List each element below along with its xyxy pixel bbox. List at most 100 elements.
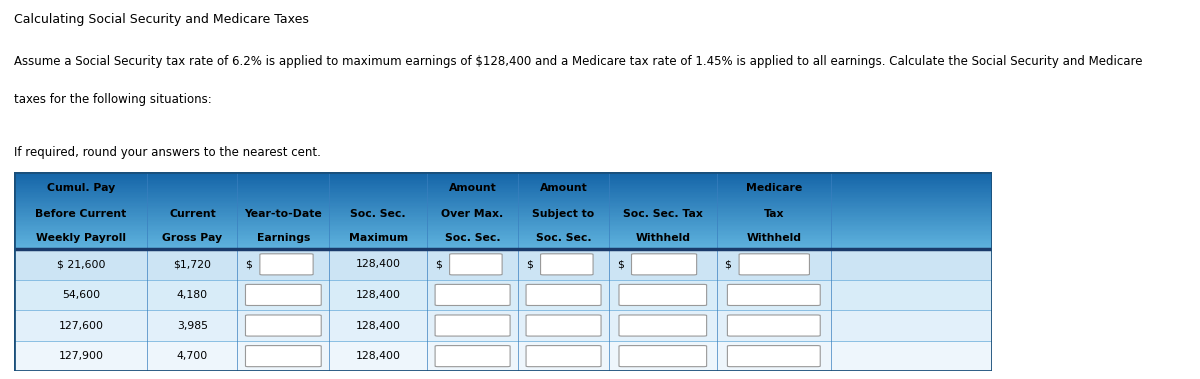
Bar [14, 248, 992, 249]
Bar [14, 215, 992, 216]
FancyBboxPatch shape [246, 284, 322, 305]
Text: Amount: Amount [449, 183, 497, 193]
Text: 128,400: 128,400 [355, 290, 401, 300]
Bar [14, 240, 992, 241]
Text: $: $ [434, 259, 442, 269]
Bar [14, 207, 992, 208]
Text: 54,600: 54,600 [62, 290, 100, 300]
Text: Subject to: Subject to [533, 209, 595, 219]
Bar [14, 310, 992, 341]
Text: Maximum: Maximum [349, 233, 408, 243]
Text: 128,400: 128,400 [355, 321, 401, 330]
Bar [14, 246, 992, 248]
Text: $1,720: $1,720 [173, 259, 211, 269]
Bar [14, 231, 992, 232]
FancyBboxPatch shape [619, 315, 707, 336]
FancyBboxPatch shape [526, 346, 601, 366]
Bar [14, 224, 992, 225]
Bar [14, 196, 992, 197]
Bar [14, 204, 992, 206]
Bar [14, 188, 992, 189]
Bar [14, 189, 992, 190]
Text: Gross Pay: Gross Pay [162, 233, 222, 243]
FancyBboxPatch shape [526, 315, 601, 336]
FancyBboxPatch shape [436, 346, 510, 366]
Bar [14, 229, 992, 230]
Bar [14, 235, 992, 236]
Bar [14, 193, 992, 194]
FancyBboxPatch shape [619, 346, 707, 366]
Bar [14, 183, 992, 184]
Bar [14, 175, 992, 176]
Bar [14, 206, 992, 207]
Text: 128,400: 128,400 [355, 259, 401, 269]
Bar [14, 226, 992, 227]
Text: $ 21,600: $ 21,600 [56, 259, 106, 269]
Bar [14, 172, 992, 174]
Bar [14, 174, 992, 175]
Bar [14, 243, 992, 244]
Bar [14, 210, 992, 211]
Text: 127,600: 127,600 [59, 321, 103, 330]
FancyBboxPatch shape [436, 284, 510, 305]
Text: 127,900: 127,900 [59, 351, 103, 361]
Bar [14, 184, 992, 185]
Bar [14, 185, 992, 186]
Text: $: $ [617, 259, 624, 269]
Bar [14, 241, 992, 243]
FancyBboxPatch shape [436, 315, 510, 336]
Bar [14, 179, 992, 180]
FancyBboxPatch shape [540, 254, 593, 275]
Bar [14, 202, 992, 203]
FancyBboxPatch shape [450, 254, 502, 275]
Bar [14, 244, 992, 245]
Bar [14, 192, 992, 193]
Bar [14, 200, 992, 202]
Text: Weekly Payroll: Weekly Payroll [36, 233, 126, 243]
Text: 4,700: 4,700 [176, 351, 208, 361]
Text: $: $ [526, 259, 533, 269]
Bar [14, 234, 992, 235]
Text: Over Max.: Over Max. [442, 209, 504, 219]
Bar [14, 222, 992, 224]
Text: 4,180: 4,180 [176, 290, 208, 300]
FancyBboxPatch shape [526, 284, 601, 305]
Bar [14, 213, 992, 215]
Text: Before Current: Before Current [35, 209, 126, 219]
Bar [14, 199, 992, 200]
Text: $: $ [245, 259, 252, 269]
FancyBboxPatch shape [619, 284, 707, 305]
Bar [14, 218, 992, 220]
Text: Amount: Amount [540, 183, 588, 193]
Text: $: $ [725, 259, 731, 269]
Text: Soc. Sec.: Soc. Sec. [350, 209, 406, 219]
FancyBboxPatch shape [739, 254, 810, 275]
Bar [14, 211, 992, 212]
Text: Soc. Sec.: Soc. Sec. [535, 233, 592, 243]
Bar [14, 176, 992, 177]
Text: taxes for the following situations:: taxes for the following situations: [14, 93, 212, 106]
FancyBboxPatch shape [246, 346, 322, 366]
Bar [14, 217, 992, 218]
Bar [14, 341, 992, 371]
Text: Medicare: Medicare [745, 183, 802, 193]
Text: Soc. Sec.: Soc. Sec. [445, 233, 500, 243]
FancyBboxPatch shape [727, 315, 821, 336]
Bar [14, 232, 992, 234]
Bar [14, 208, 992, 210]
Bar [14, 182, 992, 183]
Bar [14, 245, 992, 246]
Text: 128,400: 128,400 [355, 351, 401, 361]
Bar [14, 221, 992, 222]
FancyBboxPatch shape [246, 315, 322, 336]
Text: Cumul. Pay: Cumul. Pay [47, 183, 115, 193]
Text: Year-to-Date: Year-to-Date [245, 209, 323, 219]
Bar [14, 212, 992, 213]
Text: Earnings: Earnings [257, 233, 310, 243]
Bar [14, 230, 992, 231]
Bar [14, 198, 992, 199]
FancyBboxPatch shape [727, 284, 821, 305]
Text: Withheld: Withheld [746, 233, 802, 243]
Bar [14, 216, 992, 217]
Bar [14, 249, 992, 280]
